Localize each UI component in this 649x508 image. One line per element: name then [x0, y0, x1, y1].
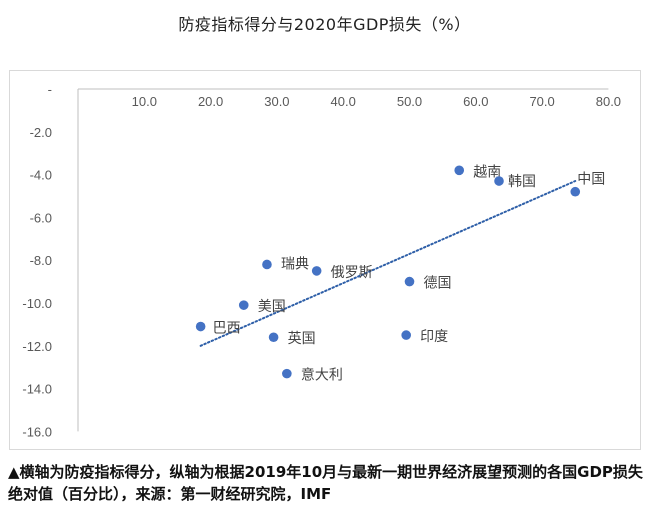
x-tick-label: 30.0	[264, 94, 289, 109]
point-label: 美国	[258, 299, 286, 315]
point-label: 英国	[288, 330, 316, 347]
point-label: 意大利	[301, 367, 343, 384]
y-tick-label: -12.0	[22, 339, 52, 354]
x-tick-label: 50.0	[397, 94, 422, 109]
y-tick-label: -14.0	[22, 382, 52, 397]
x-tick-label: 20.0	[198, 94, 223, 109]
tick-labels: 10.0 20.0 30.0 40.0 50.0 60.0 70.0 80.0 - -2.0 -4.…	[22, 82, 621, 439]
x-tick-label: 10.0	[132, 94, 157, 109]
data-point	[404, 276, 415, 287]
data-point	[401, 330, 411, 340]
data-point	[238, 300, 249, 310]
data-point	[195, 321, 206, 332]
x-tick-label: 60.0	[463, 94, 488, 109]
plot-area: 10.0 20.0 30.0 40.0 50.0 60.0 70.0 80.0 - -2.0 -4.…	[9, 70, 641, 450]
point-label: 印度	[420, 329, 448, 345]
figure-caption: ▲横轴为防疫指标得分，纵轴为根据2019年10月与最新一期世界经济展望预测的各国…	[8, 463, 643, 503]
trendline-group	[199, 180, 577, 347]
data-point	[268, 332, 279, 343]
y-tick-label: -2.0	[30, 125, 52, 140]
y-tick-label: -4.0	[30, 168, 52, 183]
data-point	[262, 259, 272, 270]
axes	[77, 88, 609, 432]
data-point	[282, 368, 292, 379]
y-tick-label: -16.0	[22, 424, 52, 439]
data-point	[311, 266, 322, 276]
point-label: 德国	[424, 276, 452, 292]
x-tick-label: 40.0	[331, 94, 356, 109]
x-tick-label: 80.0	[596, 94, 621, 109]
point-label: 瑞典	[281, 256, 309, 272]
point-label: 中国	[577, 172, 605, 188]
y-tick-label: -8.0	[30, 253, 52, 268]
chart-title: 防疫指标得分与2020年GDP损失（%）	[178, 15, 471, 34]
data-point	[494, 176, 504, 186]
data-point	[454, 165, 465, 176]
y-tick-label: -6.0	[30, 210, 52, 225]
y-tick-label: -	[48, 82, 52, 97]
point-label: 巴西	[213, 321, 241, 337]
scatter-plot: 10.0 20.0 30.0 40.0 50.0 60.0 70.0 80.0 - -2.0 -4.…	[22, 82, 621, 439]
data-point	[570, 186, 581, 197]
y-tick-label: -10.0	[22, 296, 52, 311]
x-tick-label: 70.0	[529, 94, 554, 109]
trendline	[199, 180, 577, 347]
point-label: 俄罗斯	[331, 265, 373, 281]
point-label: 越南	[473, 164, 501, 180]
point-label: 韩国	[508, 174, 536, 190]
